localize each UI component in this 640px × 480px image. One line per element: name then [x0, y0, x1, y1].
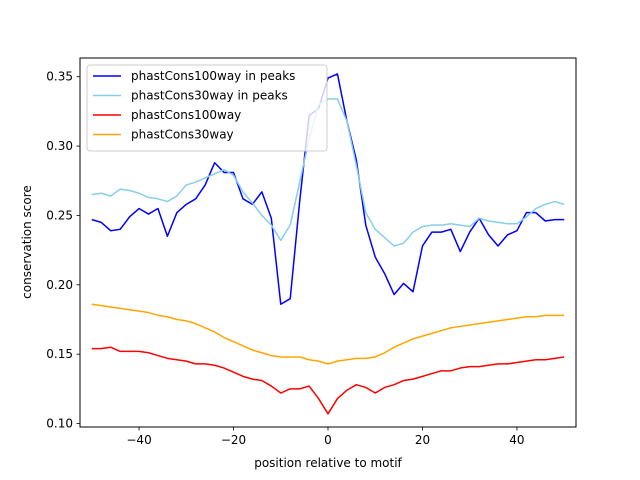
y-tick-label: 0.35 — [46, 70, 73, 84]
y-tick: 0.35 — [46, 70, 80, 84]
y-tick-label: 0.15 — [46, 347, 73, 361]
x-axis-ticks: −40 −20 0 20 40 — [126, 427, 525, 447]
y-tick: 0.30 — [46, 139, 80, 153]
y-axis-label: conservation score — [20, 185, 34, 299]
y-tick: 0.25 — [46, 208, 80, 222]
legend: phastCons100way in peaks phastCons30way i… — [86, 64, 328, 152]
y-tick-label: 0.25 — [46, 208, 73, 222]
legend-label: phastCons100way — [131, 108, 241, 122]
y-tick: 0.15 — [46, 347, 80, 361]
y-tick-label: 0.30 — [46, 139, 73, 153]
legend-label: phastCons100way in peaks — [131, 69, 295, 83]
y-tick: 0.10 — [46, 417, 80, 431]
legend-entry: phastCons30way in peaks — [93, 89, 288, 103]
legend-box — [86, 64, 328, 152]
series-line-3 — [91, 303, 565, 365]
legend-entry: phastCons30way — [93, 128, 234, 142]
series-layer — [91, 73, 565, 415]
x-tick-label: −40 — [126, 433, 151, 447]
y-tick-label: 0.10 — [46, 417, 73, 431]
x-tick: −20 — [221, 427, 246, 447]
x-tick-label: 40 — [509, 433, 524, 447]
legend-entry: phastCons100way in peaks — [93, 69, 295, 83]
x-tick-label: −20 — [221, 433, 246, 447]
x-tick: 40 — [509, 427, 525, 447]
series-line-1 — [91, 98, 565, 247]
legend-label: phastCons30way in peaks — [131, 89, 288, 103]
x-tick-label: 20 — [415, 433, 430, 447]
y-axis-ticks: 0.10 0.15 0.20 0.25 0.30 0.35 — [46, 70, 80, 431]
series-line-0 — [91, 73, 565, 305]
x-tick: 20 — [415, 427, 430, 447]
x-axis-label: position relative to motif — [254, 456, 402, 470]
x-tick: −40 — [126, 427, 152, 447]
legend-entry: phastCons100way — [93, 108, 241, 122]
legend-label: phastCons30way — [131, 128, 234, 142]
y-tick: 0.20 — [46, 278, 80, 292]
x-tick-label: 0 — [324, 433, 332, 447]
series-line-2 — [91, 346, 565, 415]
x-tick: 0 — [324, 427, 332, 447]
y-tick-label: 0.20 — [46, 278, 73, 292]
